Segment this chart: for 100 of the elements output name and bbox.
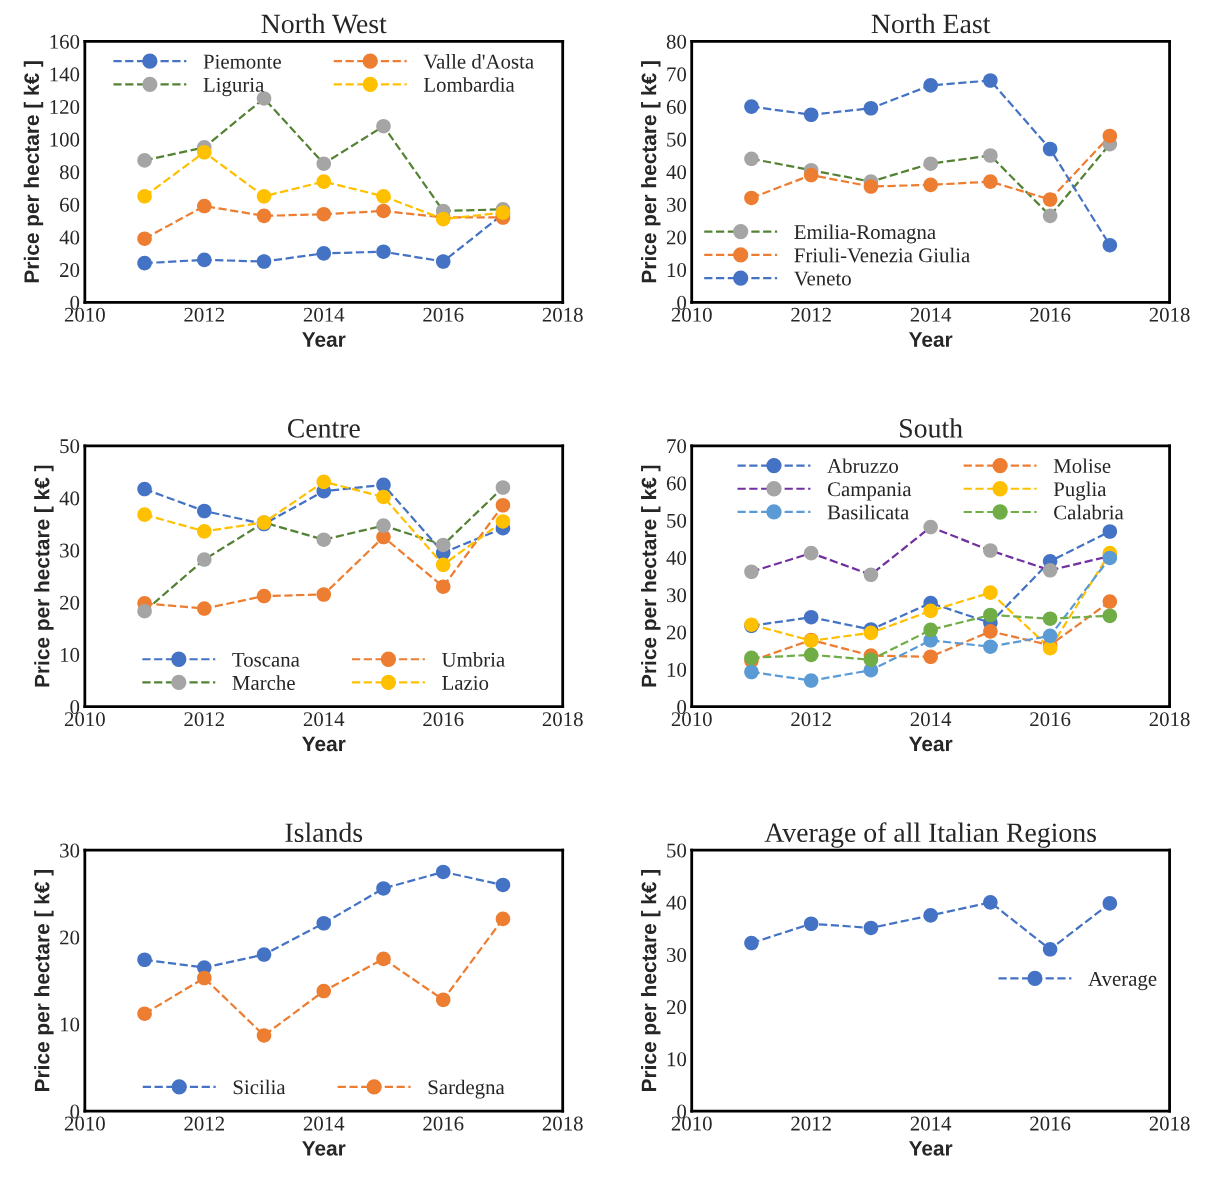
x-tick-label: 2016 — [1030, 712, 1071, 727]
y-tick-label: 10 — [60, 647, 80, 662]
y-tick-label: 160 — [50, 34, 80, 49]
legend-label: Campania — [827, 482, 912, 501]
point — [863, 179, 879, 194]
x-tick-label: 2018 — [1149, 712, 1190, 727]
point — [923, 603, 938, 619]
point — [923, 649, 938, 665]
point — [256, 1028, 272, 1043]
point — [803, 167, 819, 183]
y-tick-label: 20 — [60, 263, 80, 278]
y-tick-label: 20 — [60, 595, 80, 610]
point — [744, 151, 759, 167]
y-tick-label: 50 — [667, 132, 687, 147]
y-axis-title: Price per hectare [ k€ ] — [34, 465, 54, 687]
y-tick-label: 100 — [50, 132, 80, 147]
y-tick-label: 40 — [59, 491, 80, 506]
point — [863, 625, 879, 641]
y-axis-title: Price per hectare [ k€ ] — [641, 465, 661, 687]
y-tick-label: 40 — [59, 230, 80, 245]
point — [983, 639, 998, 654]
point — [376, 518, 391, 533]
point — [983, 607, 998, 623]
x-tick-label: 2018 — [542, 712, 583, 727]
legend-label: Puglia — [1053, 481, 1107, 501]
x-tick-label: 2014 — [303, 307, 345, 322]
x-axis-title: Year — [908, 736, 953, 752]
y-tick-label: 80 — [666, 34, 687, 49]
x-tick-label: 2012 — [184, 1116, 224, 1131]
x-axis-title: Year — [302, 332, 346, 347]
y-tick-label: 30 — [667, 947, 687, 962]
x-tick-label: 2018 — [1149, 1116, 1190, 1131]
x-axis-title: Year — [302, 736, 346, 752]
x-tick-label: 2012 — [791, 712, 831, 727]
legend-label: Molise — [1053, 458, 1111, 474]
x-tick-label: 2014 — [303, 712, 345, 727]
y-tick-label: 10 — [667, 662, 687, 677]
point — [316, 532, 332, 547]
point — [137, 1006, 152, 1021]
y-tick-label: 30 — [60, 843, 80, 858]
point — [923, 908, 938, 923]
x-tick-label: 2012 — [184, 307, 224, 322]
y-tick-label: 10 — [60, 1017, 80, 1032]
point — [197, 252, 212, 268]
point — [744, 564, 759, 580]
y-tick-label: 140 — [50, 67, 80, 82]
y-tick-label: 30 — [667, 588, 687, 603]
legend-label: Friuli-Venezia Giulia — [794, 247, 970, 263]
point — [316, 156, 332, 171]
legend-label: Sicilia — [233, 1079, 286, 1095]
point — [137, 231, 152, 246]
chart-title: North West — [261, 13, 387, 34]
x-tick-label: 2016 — [1030, 1116, 1071, 1131]
point — [197, 524, 212, 539]
y-axis-title: Price per hectare [ k€ ] — [641, 870, 661, 1091]
point — [803, 107, 819, 123]
y-tick-label: 70 — [667, 439, 687, 454]
legend-label: Calabria — [1054, 504, 1124, 520]
point — [1042, 562, 1058, 578]
point — [744, 935, 759, 951]
y-tick-label: 60 — [666, 476, 687, 491]
point — [1042, 628, 1058, 644]
y-tick-label: 40 — [666, 895, 687, 910]
point — [495, 877, 511, 893]
point — [137, 507, 152, 522]
point — [316, 587, 332, 602]
point — [256, 947, 272, 962]
x-axis-title: Year — [908, 1141, 953, 1156]
point — [316, 983, 332, 999]
y-tick-label: 50 — [667, 843, 687, 858]
point — [435, 537, 451, 553]
point — [495, 497, 511, 513]
y-tick-label: 50 — [667, 513, 687, 528]
y-tick-label: 40 — [666, 550, 687, 566]
point — [1042, 192, 1058, 207]
point — [137, 255, 152, 271]
point — [1102, 524, 1118, 539]
point — [923, 156, 938, 171]
point — [1102, 594, 1118, 609]
point — [495, 480, 511, 495]
point — [435, 579, 451, 594]
legend-label: Lazio — [442, 675, 489, 690]
legend-label: Umbria — [441, 652, 505, 667]
point — [435, 864, 451, 880]
x-axis-title: Year — [302, 1141, 346, 1156]
point — [137, 189, 152, 204]
point — [803, 545, 819, 561]
chart-title: Average of all Italian Regions — [764, 822, 1096, 848]
point — [744, 190, 759, 206]
x-tick-label: 2012 — [791, 1116, 831, 1131]
y-tick-label: 30 — [667, 197, 687, 212]
point — [376, 881, 391, 896]
point — [137, 481, 152, 497]
point — [316, 206, 332, 222]
legend-label: Valle d'Aosta — [423, 54, 534, 69]
point — [197, 552, 212, 567]
point — [983, 73, 998, 88]
point — [803, 609, 819, 625]
point — [1102, 608, 1118, 624]
chart-title: North East — [871, 13, 991, 34]
